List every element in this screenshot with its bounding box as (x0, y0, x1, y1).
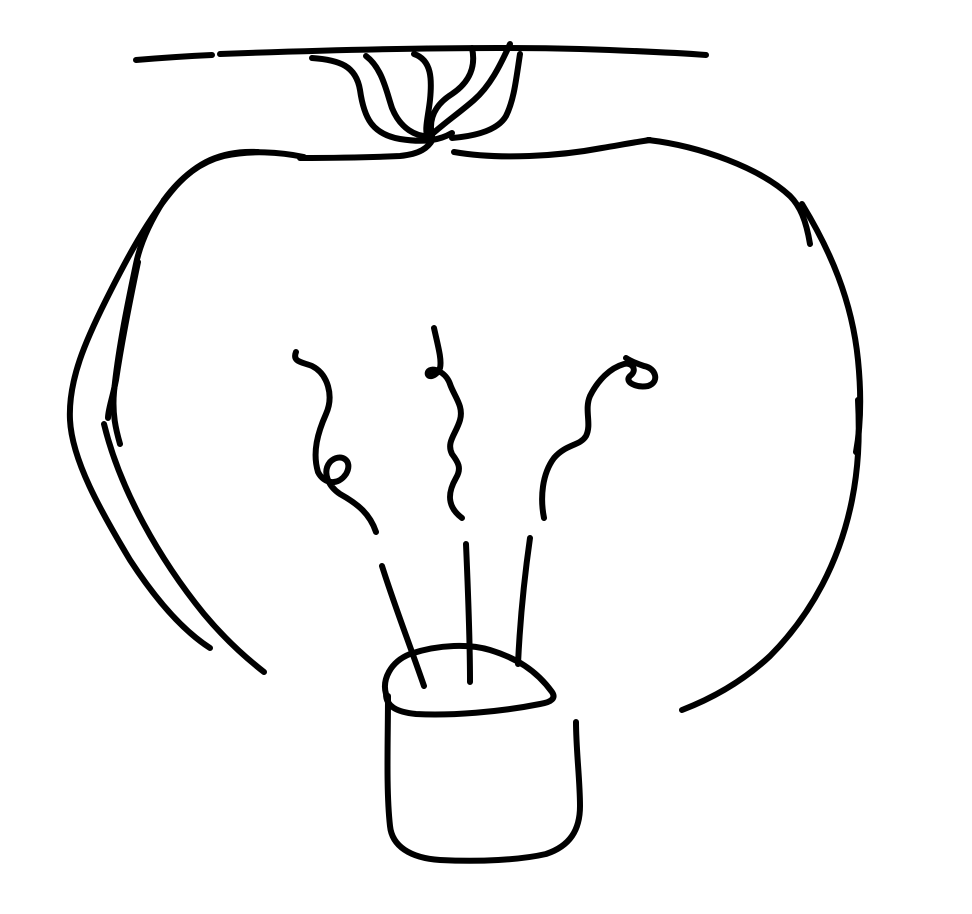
glass-right-shoulder (645, 137, 813, 247)
filament-center (424, 325, 465, 521)
filament-right (539, 355, 659, 521)
glass-left-outer (66, 148, 261, 651)
bulb-glass (66, 137, 864, 713)
stem-center (463, 541, 473, 685)
filaments (292, 325, 659, 535)
stem-left (379, 563, 427, 689)
wire-5 (425, 41, 513, 141)
mount-line-left (133, 52, 215, 63)
glass-left-lower (101, 421, 267, 675)
wire-6 (449, 51, 523, 141)
wire-3 (411, 51, 434, 141)
cap-top-dome (382, 642, 557, 718)
wire-tail (297, 136, 436, 161)
glass-top-right (451, 137, 653, 160)
wire-2 (363, 53, 435, 140)
stems (379, 535, 533, 689)
mount-line-main (217, 44, 709, 58)
socket-cap (382, 642, 583, 864)
glass-right-side-2 (679, 397, 862, 713)
mount-plate (133, 44, 709, 63)
wire-4 (428, 45, 477, 139)
filament-left (292, 349, 379, 535)
wires-knot (297, 41, 523, 161)
glass-left-inner-2 (105, 259, 141, 421)
stem-right (515, 535, 533, 667)
cap-body (384, 693, 583, 864)
